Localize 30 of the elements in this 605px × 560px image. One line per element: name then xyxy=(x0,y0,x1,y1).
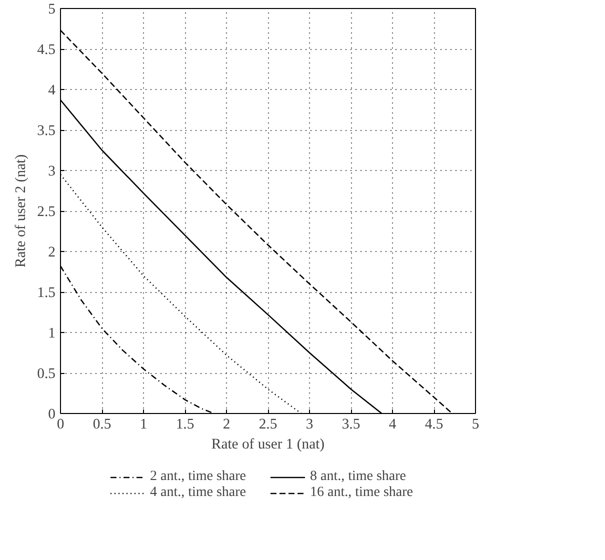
x-tick-label: 0.5 xyxy=(92,416,112,432)
x-tick-label: 3.5 xyxy=(342,416,360,432)
y-tick-label: 3.5 xyxy=(37,123,56,139)
x-tick-label: 2.5 xyxy=(258,416,278,432)
line-series xyxy=(60,30,453,414)
x-tick-label: 1 xyxy=(140,416,148,432)
y-tick-label: 0 xyxy=(48,406,56,422)
x-tick-label: 5 xyxy=(472,416,480,432)
legend-label: 8 ant., time share xyxy=(310,469,408,485)
y-tick-label: 2.5 xyxy=(37,204,56,220)
x-axis-title: Rate of user 1 (nat) xyxy=(211,436,325,452)
legend-label: 4 ant., time share xyxy=(150,485,248,501)
y-tick-label: 4.5 xyxy=(37,42,56,58)
legend-label: 16 ant., time share xyxy=(310,485,414,501)
y-tick-label: 3 xyxy=(48,164,56,180)
y-tick-label: 4 xyxy=(48,82,56,98)
x-tick-label: 3 xyxy=(306,416,314,432)
y-tick-label: 2 xyxy=(48,244,56,260)
y-tick-label: 1.5 xyxy=(37,285,56,301)
x-tick-label: 1.5 xyxy=(176,416,194,432)
y-axis-title: Rate of user 2 (nat) xyxy=(13,154,30,268)
y-tick-label: 1 xyxy=(48,326,56,342)
line-series xyxy=(60,99,382,414)
legend-label: 2 ant., time share xyxy=(150,469,248,485)
y-tick-label: 5 xyxy=(48,2,56,18)
line-series xyxy=(60,174,302,414)
x-tick-label: 4 xyxy=(388,416,397,432)
x-tick-label: 4.5 xyxy=(424,416,444,432)
x-tick-label: 2 xyxy=(222,416,230,432)
y-tick-label: 0.5 xyxy=(37,366,56,382)
